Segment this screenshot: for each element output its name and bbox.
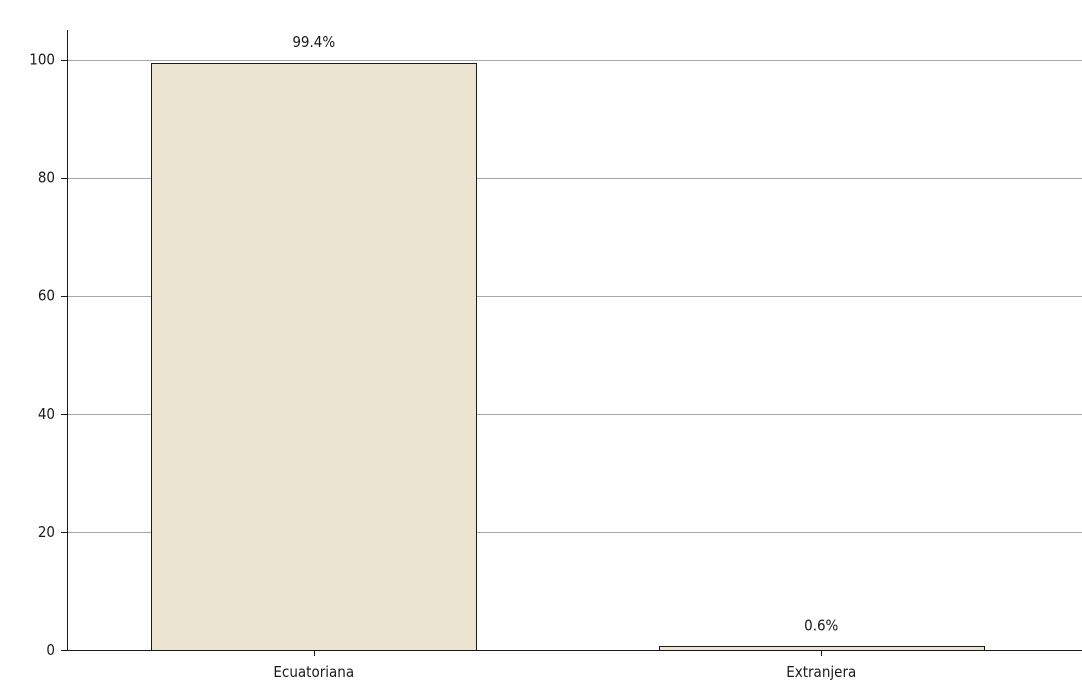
data-label-extranjera: 0.6% <box>804 616 838 634</box>
bar-ecuatoriana <box>151 63 477 651</box>
y-tick-labels: 0 20 40 60 80 100 <box>29 51 67 659</box>
data-label-ecuatoriana: 99.4% <box>292 33 335 51</box>
axes <box>67 30 1082 651</box>
y-tick-label-40: 40 <box>38 405 55 423</box>
bars <box>151 63 985 651</box>
x-tick-label-ecuatoriana: Ecuatoriana <box>273 663 354 681</box>
y-tick-label-80: 80 <box>38 169 55 187</box>
y-tick-label-100: 100 <box>29 51 55 69</box>
bar-extranjera <box>659 646 985 651</box>
x-tick-label-extranjera: Extranjera <box>786 663 856 681</box>
y-tick-label-60: 60 <box>38 287 55 305</box>
x-tick-labels: Ecuatoriana Extranjera <box>273 650 856 681</box>
y-tick-label-20: 20 <box>38 523 55 541</box>
data-labels: 99.4% 0.6% <box>292 33 838 634</box>
y-tick-label-0: 0 <box>46 641 55 659</box>
